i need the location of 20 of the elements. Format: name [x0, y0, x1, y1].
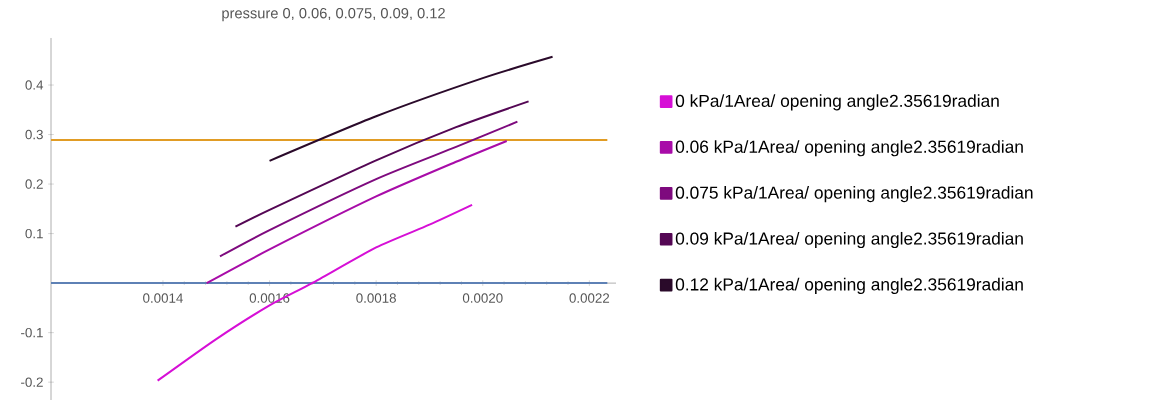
legend-label: 0 kPa/1Area/ opening angle2.35619radian: [675, 94, 999, 111]
legend-label: 0.075 kPa/1Area/ opening angle2.35619radian: [675, 186, 1033, 203]
x-tick-label: 0.0022: [569, 293, 610, 303]
line-series: [268, 55, 554, 162]
legend-label: 0.09 kPa/1Area/ opening angle2.35619radian: [675, 231, 1023, 249]
chart-title: pressure 0, 0.06, 0.075, 0.09, 0.12: [222, 8, 445, 22]
legend-label: 0.06 kPa/1Area/ opening angle2.35619radian: [675, 140, 1023, 157]
line-series: [218, 120, 519, 258]
y-tick-label: 0.4: [25, 80, 44, 90]
y-tick-label: 0.3: [25, 129, 43, 140]
y-tick-label: -0.1: [21, 327, 43, 338]
legend-label: 0.12 kPa/1Area/ opening angle2.35619radian: [675, 277, 1023, 294]
x-tick-label: 0.0018: [356, 293, 396, 303]
y-tick-label: 0.2: [25, 179, 43, 189]
y-tick-label: -0.2: [21, 377, 43, 387]
x-tick-label: 0.0014: [143, 293, 183, 303]
x-tick-label: 0.0020: [462, 293, 503, 303]
y-tick-label: 0.1: [25, 228, 43, 239]
line-series: [234, 100, 530, 228]
line-series: [205, 139, 508, 285]
